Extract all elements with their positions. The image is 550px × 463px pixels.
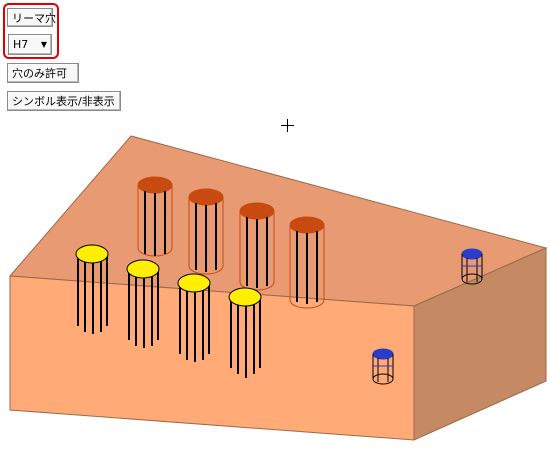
block-side-face — [413, 247, 547, 441]
block-top-face — [8, 135, 548, 307]
reamer-hole-button[interactable]: リーマ穴 — [7, 8, 56, 27]
blue-hole-symbol-2[interactable] — [372, 348, 394, 385]
orange-hole-2[interactable] — [188, 188, 224, 275]
orange-hole-4[interactable] — [289, 216, 325, 309]
tolerance-value: H7 — [13, 38, 29, 51]
crosshair-cursor-icon — [281, 119, 294, 132]
blue-hole-symbol-1[interactable] — [461, 248, 483, 285]
yellow-pin-1[interactable] — [75, 244, 109, 334]
hole-only-button[interactable]: 穴のみ許可 — [7, 63, 79, 83]
orange-hole-1[interactable] — [137, 176, 173, 257]
selection-highlight — [3, 3, 59, 59]
symbol-toggle-button[interactable]: シンボル表示/非表示 — [7, 91, 121, 111]
tolerance-dropdown[interactable]: H7 ▼ — [8, 34, 52, 55]
orange-hole-3[interactable] — [239, 202, 275, 291]
yellow-pin-4[interactable] — [228, 287, 262, 378]
chevron-down-icon: ▼ — [40, 40, 47, 49]
yellow-pin-2[interactable] — [126, 259, 160, 348]
yellow-pin-3[interactable] — [177, 273, 211, 362]
